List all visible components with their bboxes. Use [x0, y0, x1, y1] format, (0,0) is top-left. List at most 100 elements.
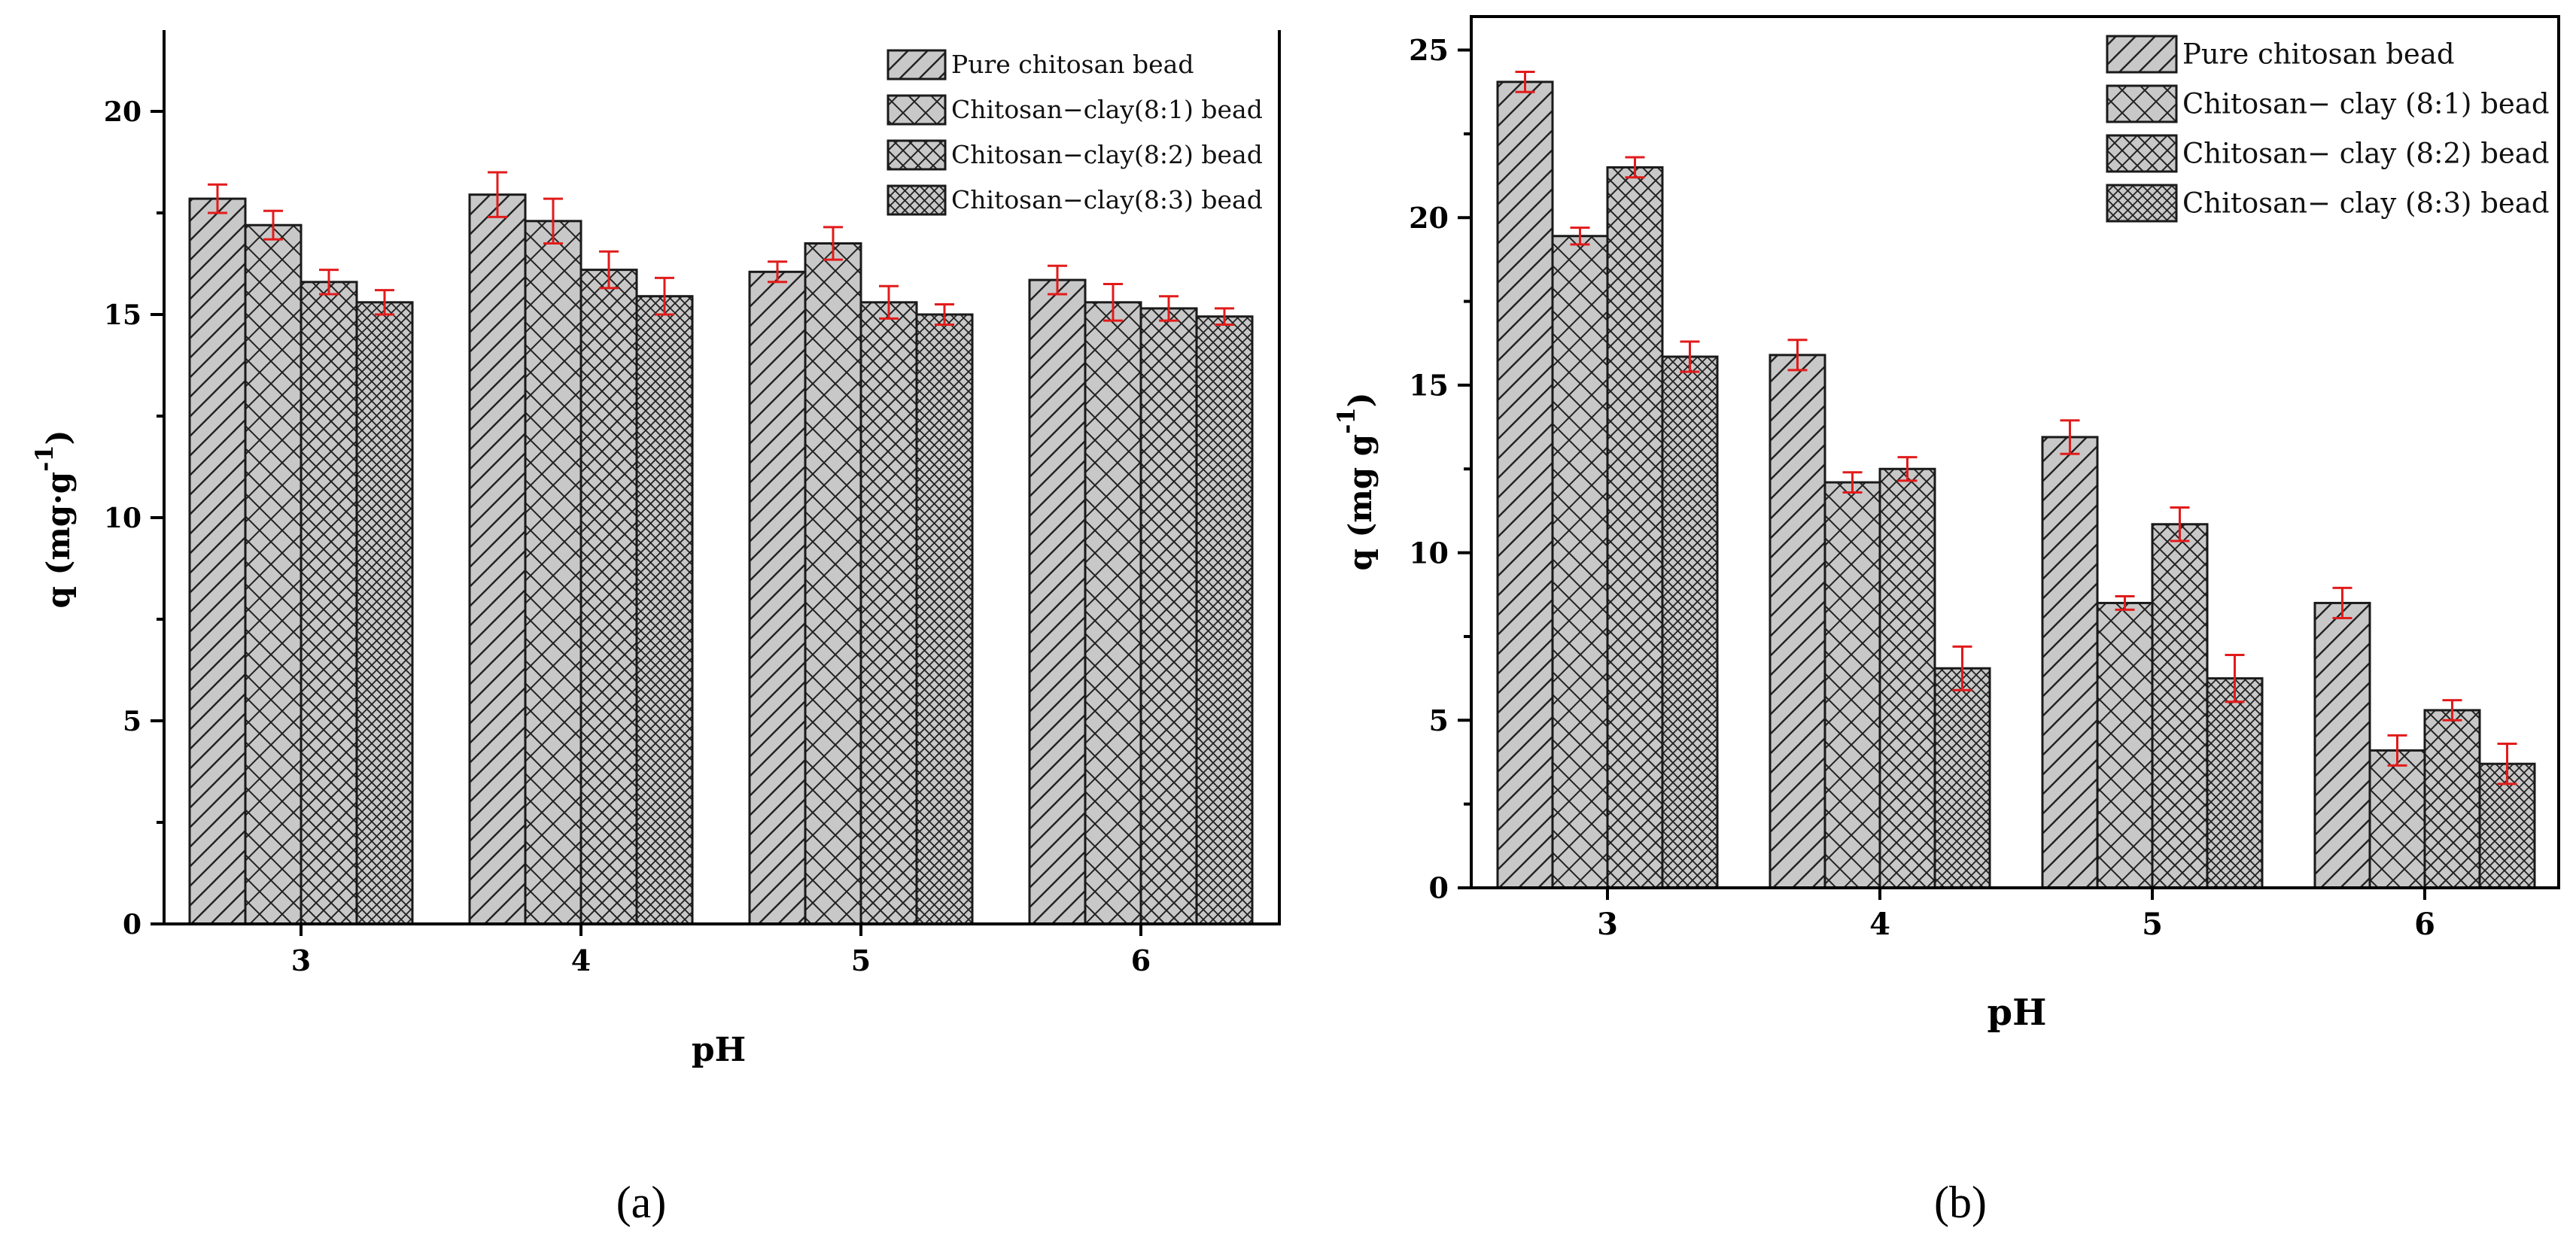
bar-b-s1-ph4 [1823, 481, 1881, 889]
bar-b-s0-ph4 [1769, 354, 1826, 889]
axes-frame-a [163, 30, 1281, 925]
legend-swatch-a-s3 [887, 184, 947, 216]
legend-label-b-s3: Chitosan− clay (8:3) bead [2182, 187, 2550, 220]
panel-a-y-axis-label-main: q (mg·g [40, 472, 77, 609]
error-bar-a-s1-ph5 [823, 226, 843, 261]
error-bar-b-s3-ph3 [1680, 340, 1700, 373]
chart-panel-b: 0 5 10 15 20 25 3 4 5 6 Pure chitosan bead Chitosa… [1332, 15, 2560, 1227]
error-bar-a-s2-ph5 [879, 284, 899, 320]
panel-b-axes: 0 5 10 15 20 25 3 4 5 6 [1409, 15, 2560, 942]
axes-frame-b [1470, 15, 2560, 889]
y-tick-label-b: 20 [1409, 201, 1449, 235]
legend-swatch-b-s0 [2106, 35, 2178, 74]
x-tick-label-a: 5 [851, 944, 871, 977]
bar-a-s2-ph6 [1139, 307, 1198, 925]
error-bar-a-s3-ph5 [935, 303, 954, 326]
legend-swatch-a-s0 [887, 49, 947, 81]
y-tick-label-a: 5 [123, 706, 141, 737]
bar-b-s0-ph6 [2313, 601, 2371, 889]
error-bar-a-s0-ph4 [488, 171, 507, 218]
x-tick-label-b: 6 [2414, 907, 2435, 942]
chart-panel-a: 0 5 10 15 20 3 4 5 6 Pure chitosan bead Chitosan−… [30, 30, 1281, 1227]
panel-b-legend: Pure chitosan bead Chitosan− clay (8:1) b… [2106, 35, 2550, 223]
bar-a-s2-ph4 [579, 269, 638, 925]
legend-item-b-s1: Chitosan− clay (8:1) bead [2106, 84, 2550, 123]
error-bar-a-s1-ph3 [263, 209, 283, 241]
panel-a-y-axis-label-sup: -1 [30, 445, 59, 472]
bar-b-s2-ph4 [1878, 467, 1936, 889]
y-tick-label-a: 15 [104, 299, 141, 331]
panel-b-y-axis-label-main: q (mg g [1342, 434, 1379, 571]
bar-a-s0-ph6 [1028, 278, 1087, 925]
legend-label-b-s2: Chitosan− clay (8:2) bead [2182, 138, 2550, 170]
legend-label-a-s3: Chitosan−clay(8:3) bead [951, 185, 1263, 214]
legend-item-a-s2: Chitosan−clay(8:2) bead [887, 139, 1263, 171]
bar-a-s3-ph3 [355, 301, 414, 925]
bar-b-s2-ph6 [2423, 709, 2481, 889]
panel-a-x-axis-label: pH [692, 1031, 746, 1069]
x-tick-label-a: 6 [1131, 944, 1151, 977]
error-bar-a-s0-ph5 [768, 260, 787, 284]
x-tick-label-a: 4 [571, 944, 591, 977]
legend-swatch-a-s1 [887, 94, 947, 126]
x-tick-label-b: 4 [1869, 907, 1890, 942]
bar-b-s1-ph3 [1551, 235, 1609, 889]
bar-a-s1-ph4 [524, 220, 582, 925]
y-tick-label-a: 0 [123, 909, 141, 940]
bar-a-s3-ph4 [635, 295, 694, 925]
legend-item-a-s1: Chitosan−clay(8:1) bead [887, 94, 1263, 126]
error-bar-b-s0-ph6 [2332, 586, 2352, 619]
y-tick-label-b: 25 [1409, 33, 1449, 67]
panel-a-bars [188, 171, 1254, 925]
bar-b-s1-ph6 [2368, 749, 2426, 889]
bar-b-s2-ph3 [1606, 166, 1664, 889]
error-bar-b-s1-ph3 [1570, 226, 1590, 246]
legend-item-a-s0: Pure chitosan bead [887, 49, 1194, 81]
legend-item-a-s3: Chitosan−clay(8:3) bead [887, 184, 1263, 216]
bar-a-s1-ph3 [244, 223, 303, 925]
error-bar-b-s0-ph5 [2060, 419, 2080, 455]
panel-b-y-axis-label-sup: -1 [1332, 407, 1361, 434]
y-tick-label-a: 10 [104, 503, 141, 534]
error-bar-a-s1-ph6 [1103, 283, 1123, 322]
bar-b-s0-ph5 [2041, 436, 2099, 889]
error-bar-a-s3-ph4 [655, 276, 674, 316]
x-tick-label-b: 5 [2142, 907, 2163, 942]
bar-a-s2-ph3 [300, 281, 358, 925]
legend-label-a-s1: Chitosan−clay(8:1) bead [951, 95, 1263, 124]
panel-a-y-axis-label: q (mg·g-1) [30, 430, 77, 608]
panel-a-legend: Pure chitosan bead Chitosan−clay(8:1) bea… [887, 49, 1263, 216]
legend-label-b-s0: Pure chitosan bead [2182, 38, 2455, 71]
panel-a-y-axis-label-close: ) [40, 430, 77, 445]
legend-label-b-s1: Chitosan− clay (8:1) bead [2182, 88, 2550, 120]
bar-a-s2-ph5 [859, 301, 918, 925]
bar-a-s3-ph5 [915, 313, 974, 925]
bar-b-s3-ph5 [2206, 677, 2264, 889]
legend-swatch-b-s1 [2106, 84, 2178, 123]
panel-b-bars [1496, 70, 2536, 889]
x-tick-label-a: 3 [291, 944, 311, 977]
error-bar-b-s1-ph5 [2115, 595, 2135, 611]
error-bar-b-s3-ph6 [2497, 742, 2517, 786]
bar-b-s3-ph3 [1661, 355, 1719, 889]
legend-item-b-s0: Pure chitosan bead [2106, 35, 2455, 74]
legend-item-b-s3: Chitosan− clay (8:3) bead [2106, 184, 2550, 223]
bar-a-s1-ph6 [1084, 301, 1142, 925]
error-bar-b-s1-ph6 [2387, 734, 2407, 767]
error-bar-a-s1-ph4 [543, 197, 563, 245]
bar-a-s1-ph5 [804, 242, 862, 925]
error-bar-b-s3-ph4 [1952, 645, 1972, 691]
legend-swatch-b-s2 [2106, 134, 2178, 173]
error-bar-b-s3-ph5 [2225, 653, 2245, 703]
bar-a-s0-ph3 [188, 197, 247, 925]
panel-b-x-axis-label: pH [1988, 992, 2047, 1034]
bar-b-s2-ph5 [2151, 523, 2209, 889]
error-bar-b-s0-ph3 [1515, 70, 1535, 93]
bar-a-s0-ph5 [748, 270, 807, 925]
error-bar-a-s3-ph6 [1215, 307, 1234, 326]
error-bar-a-s0-ph3 [208, 183, 227, 214]
bar-a-s3-ph6 [1195, 315, 1254, 925]
y-tick-label-a: 20 [104, 96, 141, 128]
panel-b-y-axis-label: q (mg g-1) [1332, 392, 1379, 570]
